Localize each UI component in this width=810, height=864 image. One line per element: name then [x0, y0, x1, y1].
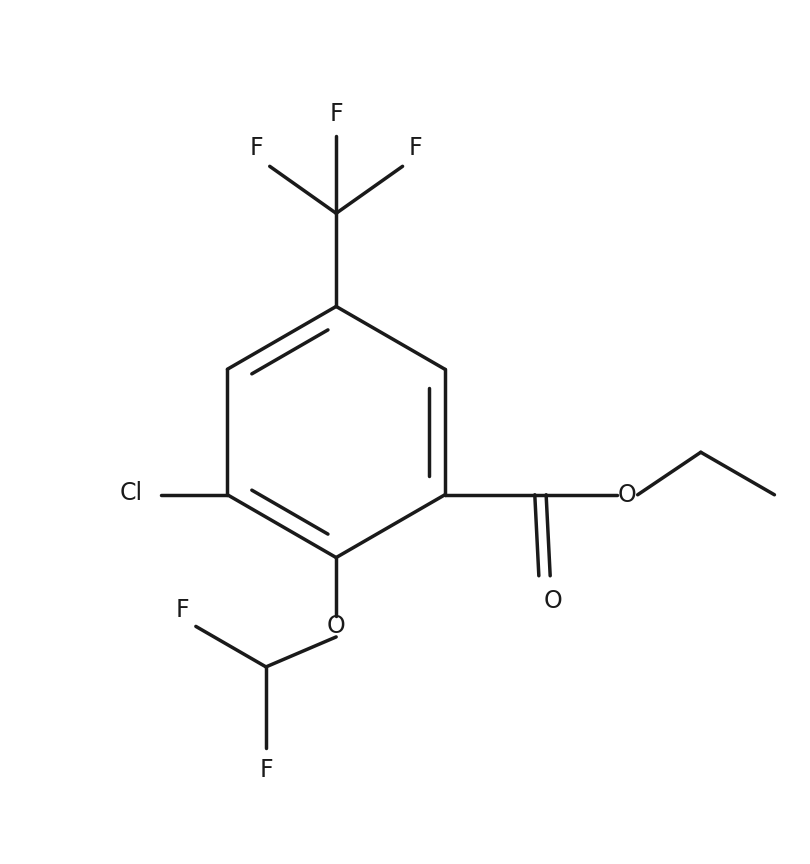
Text: O: O [544, 588, 562, 613]
Text: F: F [249, 136, 263, 160]
Text: F: F [259, 759, 273, 783]
Text: O: O [326, 614, 346, 638]
Text: F: F [176, 599, 190, 622]
Text: Cl: Cl [119, 481, 143, 505]
Text: F: F [330, 102, 343, 126]
Text: O: O [618, 483, 637, 507]
Text: F: F [409, 136, 423, 160]
